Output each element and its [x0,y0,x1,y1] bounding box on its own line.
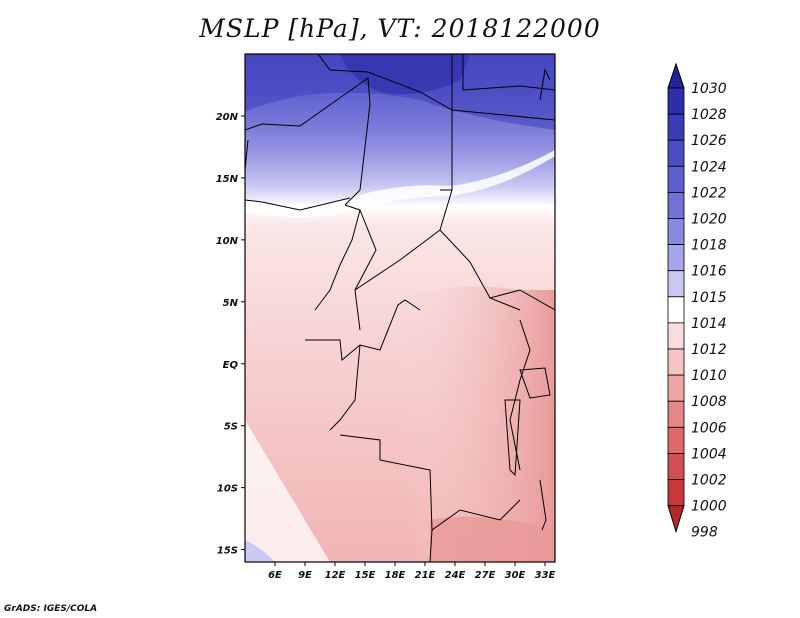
lat-tick-label: 15S [217,546,238,557]
border-west-africa [245,197,351,211]
lon-tick-label: 21E [415,570,436,581]
colorbar-swatch [667,479,685,507]
colorbar-swatch [667,113,685,141]
colorbar-swatch [667,296,685,324]
latitude-axis: 20N 15N 10N 5N EQ 5S 10S 15S [216,112,245,557]
border-egypt [462,54,555,91]
lat-tick-label: EQ [223,360,239,371]
colorbar-swatch [667,348,685,376]
colorbar-swatch [667,218,685,246]
colorbar-swatch [667,452,685,480]
lat-tick-label: 5S [224,422,238,433]
lon-tick-label: 12E [325,570,346,581]
colorbar-swatch [667,165,685,193]
colorbar-label: 1015 [691,290,727,306]
lake-malawi [539,479,547,531]
lat-tick-label: 10S [217,484,238,495]
colorbar-label: 1000 [691,499,727,515]
lon-tick-label: 33E [535,570,556,581]
colorbar-label: 1026 [691,133,727,149]
colorbar-swatch [667,139,685,167]
south-atlantic-high [245,420,330,562]
border-niger-chad [317,54,453,190]
border-cameroon [354,209,377,331]
colorbar-label: 1028 [691,107,727,123]
lake-tanganyika [504,399,521,477]
lon-tick-label: 15E [355,570,376,581]
colorbar-label: 1030 [691,81,727,97]
colorbar-label: 1010 [691,368,727,384]
colorbar-label: 1002 [691,473,727,489]
border-libya [451,54,555,121]
nile-delta-coast [539,68,551,101]
colorbar-label: 1006 [691,420,727,436]
colorbar-label: 1008 [691,394,727,410]
border-chad-sudan [439,189,453,231]
colorbar-swatch [667,322,685,350]
colorbar-label: 1022 [691,185,727,201]
border-car [354,229,521,311]
lat-tick-label: 20N [216,112,239,123]
border-great-lakes [509,319,531,471]
map-frame [244,53,556,563]
colorbar-label: 1016 [691,264,727,280]
colorbar-swatch [667,400,685,428]
southwest-ridge [245,540,275,562]
border-congo [305,299,421,361]
south-low [430,516,555,562]
high-pressure-peak [340,54,470,95]
colorbar-label: 998 [691,525,718,541]
colorbar-label: 1024 [691,159,727,175]
colorbar-swatch [667,244,685,272]
lon-tick-label: 6E [268,570,282,581]
lon-tick-label: 24E [445,570,466,581]
lon-tick-label: 18E [385,570,406,581]
lat-tick-label: 10N [216,236,239,247]
colorbar-top-arrow [667,62,685,89]
colorbar-swatch [667,87,685,115]
colorbar-bottom-arrow [667,505,685,534]
border-south-sudan [489,289,555,311]
border-angola [339,434,521,531]
lake-victoria [519,367,551,399]
colorbar-swatch [667,374,685,402]
lat-tick-label: 15N [216,174,239,185]
colorbar-label: 1018 [691,238,727,254]
border-north [245,77,371,206]
lon-tick-label: 9E [298,570,312,581]
longitude-axis: 6E 9E 12E 15E 18E 21E 24E 27E 30E 33E [268,562,556,581]
colorbar-label: 1020 [691,212,727,228]
pressure-field [245,54,555,562]
lon-tick-label: 27E [475,570,496,581]
colorbar-swatch [667,191,685,219]
colorbar-label: 1004 [691,446,727,462]
colorbar-label: 1012 [691,342,727,358]
colorbar-label: 1014 [691,316,727,332]
border-gabon [329,344,361,431]
colorbar-swatch [667,426,685,454]
colorbar: 1030 1028 1026 1024 1022 1020 1018 1016 1015 1014… [667,62,727,541]
lon-tick-label: 30E [505,570,526,581]
border-namibia [429,529,433,562]
borders [245,54,555,562]
1015-band [245,150,555,217]
colorbar-swatch [667,270,685,298]
border-nigeria [314,204,361,311]
low-pressure-region [400,286,555,562]
grads-credit: GrADS: IGES/COLA [4,604,98,614]
lat-tick-label: 5N [223,298,239,309]
map-title: MSLP [hPa], VT: 2018122000 [199,14,601,43]
